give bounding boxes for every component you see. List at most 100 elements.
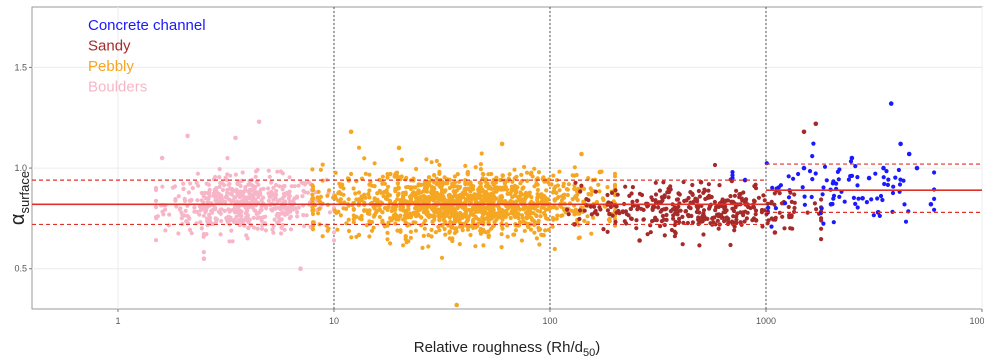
data-point xyxy=(860,196,865,201)
data-point xyxy=(391,204,396,210)
data-point xyxy=(395,197,400,202)
data-point xyxy=(468,185,473,191)
data-point xyxy=(273,196,278,201)
data-point xyxy=(445,181,450,186)
data-point xyxy=(176,231,181,236)
data-point xyxy=(281,184,286,189)
data-point xyxy=(628,206,634,211)
data-point xyxy=(385,237,390,242)
data-point xyxy=(416,195,421,200)
data-point xyxy=(404,185,409,190)
data-point xyxy=(491,190,496,195)
data-point xyxy=(605,208,611,213)
data-point xyxy=(398,175,403,180)
data-point xyxy=(453,210,458,215)
data-point xyxy=(232,218,237,223)
data-point xyxy=(279,231,284,236)
data-point xyxy=(217,167,222,172)
y-tick-label: 1.5 xyxy=(14,62,27,72)
data-point xyxy=(864,200,870,205)
data-point xyxy=(744,216,750,221)
data-point xyxy=(253,208,258,213)
data-point xyxy=(223,199,228,204)
data-point xyxy=(269,207,274,212)
data-point xyxy=(460,228,465,233)
data-point xyxy=(486,213,491,218)
data-point xyxy=(304,213,309,218)
data-point xyxy=(244,205,249,210)
data-point xyxy=(517,194,523,199)
plot-panel xyxy=(31,6,983,310)
data-point xyxy=(476,195,481,200)
data-point xyxy=(498,194,503,199)
data-point xyxy=(559,213,564,218)
data-point xyxy=(600,196,606,201)
data-point xyxy=(566,212,571,217)
data-point xyxy=(185,213,190,219)
data-point xyxy=(236,207,241,212)
data-point xyxy=(761,193,766,198)
data-point xyxy=(572,186,577,192)
data-point xyxy=(787,215,792,220)
data-point xyxy=(279,225,284,230)
data-point xyxy=(327,210,332,215)
data-point xyxy=(204,232,209,237)
data-point xyxy=(438,184,443,190)
data-point xyxy=(182,196,187,202)
data-point xyxy=(645,204,650,209)
y-tick-label: 1.0 xyxy=(14,163,27,173)
data-point xyxy=(153,187,159,193)
data-point xyxy=(371,225,376,230)
data-point xyxy=(789,199,794,204)
data-point xyxy=(243,185,248,190)
data-point xyxy=(283,207,289,212)
data-point xyxy=(410,185,415,190)
legend-entry: Pebbly xyxy=(88,58,134,75)
legend-entry: Sandy xyxy=(88,38,131,55)
data-point xyxy=(403,190,408,195)
data-point xyxy=(635,198,640,203)
data-point xyxy=(796,171,801,177)
data-point xyxy=(403,234,408,239)
data-point xyxy=(772,230,778,235)
data-point xyxy=(310,167,315,172)
data-point xyxy=(398,207,403,212)
data-point xyxy=(661,217,667,222)
data-point xyxy=(419,198,424,203)
data-point xyxy=(513,187,518,192)
data-point xyxy=(403,200,408,205)
data-point xyxy=(434,176,439,181)
data-point xyxy=(753,212,758,217)
data-point xyxy=(198,208,203,213)
data-point xyxy=(295,195,300,200)
data-point xyxy=(716,214,721,219)
data-point xyxy=(897,182,903,187)
series-pebbly xyxy=(310,129,618,308)
data-point xyxy=(906,151,912,157)
data-point xyxy=(515,205,520,210)
data-point xyxy=(259,208,264,213)
data-point xyxy=(178,206,183,211)
data-point xyxy=(416,190,421,195)
data-point xyxy=(818,211,824,216)
data-point xyxy=(529,206,534,211)
data-point xyxy=(893,175,898,180)
y-axis-title: αsurface xyxy=(7,171,32,225)
data-point xyxy=(731,214,736,219)
data-point xyxy=(375,191,380,196)
data-point xyxy=(494,175,499,180)
data-point xyxy=(426,214,432,220)
data-point xyxy=(722,206,727,211)
data-point xyxy=(510,195,515,200)
data-point xyxy=(552,204,557,209)
data-point xyxy=(399,157,404,162)
data-point xyxy=(499,245,504,250)
data-point xyxy=(493,213,498,218)
data-point xyxy=(572,165,577,170)
data-point xyxy=(534,213,539,219)
data-point xyxy=(382,206,387,211)
data-point xyxy=(520,178,525,183)
data-point xyxy=(195,209,200,214)
data-point xyxy=(517,197,522,202)
data-point xyxy=(508,191,513,197)
